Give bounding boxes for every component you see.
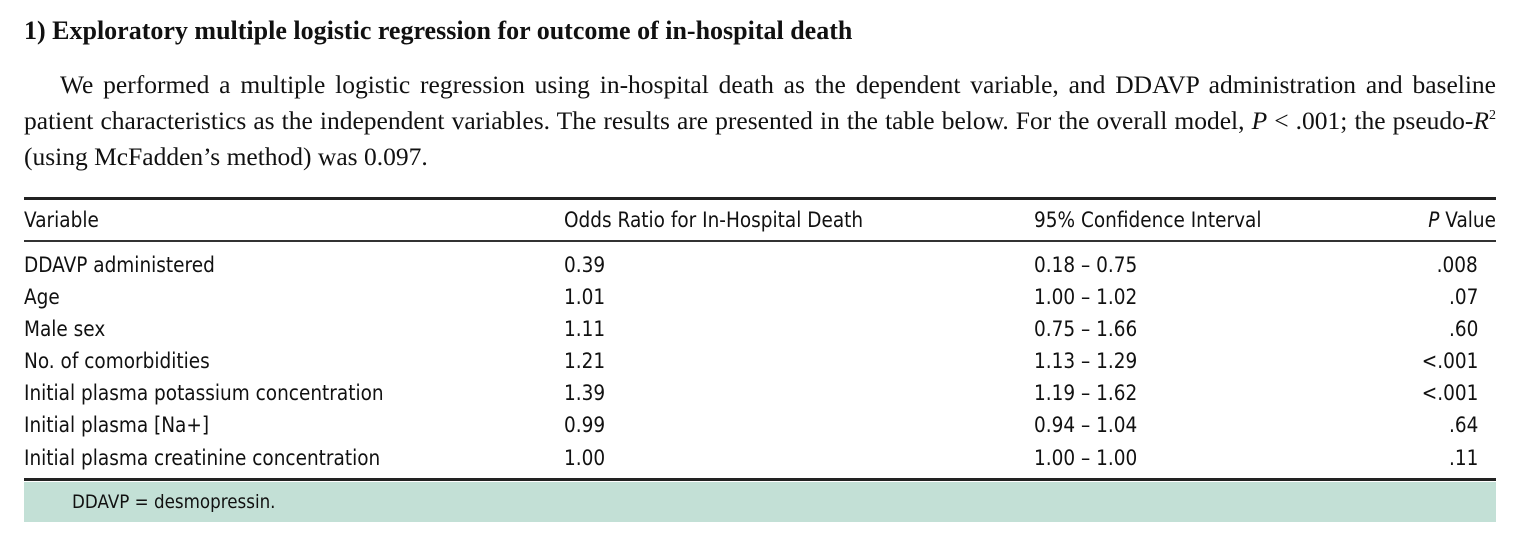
paragraph-text-1: We performed a multiple logistic regress… [24, 70, 1496, 135]
row-confidence-interval: 1.13 – 1.29 [1034, 349, 1138, 373]
row-p-value: <.001 [1421, 349, 1478, 373]
row-odds-ratio: 1.39 [564, 381, 606, 405]
body-paragraph: We performed a multiple logistic regress… [24, 67, 1496, 175]
row-confidence-interval: 0.94 – 1.04 [1034, 413, 1138, 437]
row-odds-ratio: 0.99 [564, 413, 606, 437]
row-odds-ratio: 1.00 [564, 446, 606, 470]
row-confidence-interval: 1.19 – 1.62 [1034, 381, 1138, 405]
row-p-value: .07 [1448, 285, 1478, 309]
row-p-value: .60 [1448, 317, 1478, 341]
row-variable: Initial plasma creatinine concentration [24, 446, 381, 470]
row-confidence-interval: 0.75 – 1.66 [1034, 317, 1138, 341]
table-header-rule [24, 240, 1496, 242]
r-superscript: 2 [1489, 108, 1496, 123]
row-odds-ratio: 1.01 [564, 285, 606, 309]
header-confidence-interval: 95% Confidence Interval [1034, 208, 1262, 232]
row-confidence-interval: 0.18 – 0.75 [1034, 253, 1138, 277]
row-p-value: <.001 [1421, 381, 1478, 405]
row-p-value: .11 [1448, 446, 1478, 470]
row-odds-ratio: 0.39 [564, 253, 606, 277]
row-variable: DDAVP administered [24, 253, 215, 277]
header-p-rest: Value [1439, 208, 1496, 232]
section-heading: 1) Exploratory multiple logistic regress… [24, 16, 853, 45]
row-confidence-interval: 1.00 – 1.00 [1034, 446, 1138, 470]
table-top-rule [24, 197, 1496, 200]
row-variable: Age [24, 285, 60, 309]
table-bottom-rule [24, 478, 1496, 481]
table-footnote: DDAVP = desmopressin. [72, 491, 276, 513]
row-variable: Initial plasma potassium concentration [24, 381, 384, 405]
header-odds-ratio: Odds Ratio for In-Hospital Death [564, 208, 864, 232]
footnote-bar [24, 482, 1496, 522]
row-p-value: .64 [1448, 413, 1478, 437]
row-p-value: .008 [1436, 253, 1478, 277]
r-symbol: R [1473, 106, 1489, 135]
row-odds-ratio: 1.11 [564, 317, 606, 341]
header-p-symbol: P [1428, 208, 1440, 232]
row-odds-ratio: 1.21 [564, 349, 606, 373]
row-variable: No. of comorbidities [24, 349, 210, 373]
row-confidence-interval: 1.00 – 1.02 [1034, 285, 1138, 309]
header-variable: Variable [24, 208, 99, 232]
paragraph-text-3: (using McFadden’s method) was 0.097. [24, 142, 428, 171]
p-symbol: P [1251, 106, 1268, 135]
row-variable: Male sex [24, 317, 106, 341]
header-p-value: P Value [1428, 205, 1496, 235]
paragraph-text-2: < .001; the pseudo- [1267, 106, 1474, 135]
row-variable: Initial plasma [Na+] [24, 413, 210, 437]
